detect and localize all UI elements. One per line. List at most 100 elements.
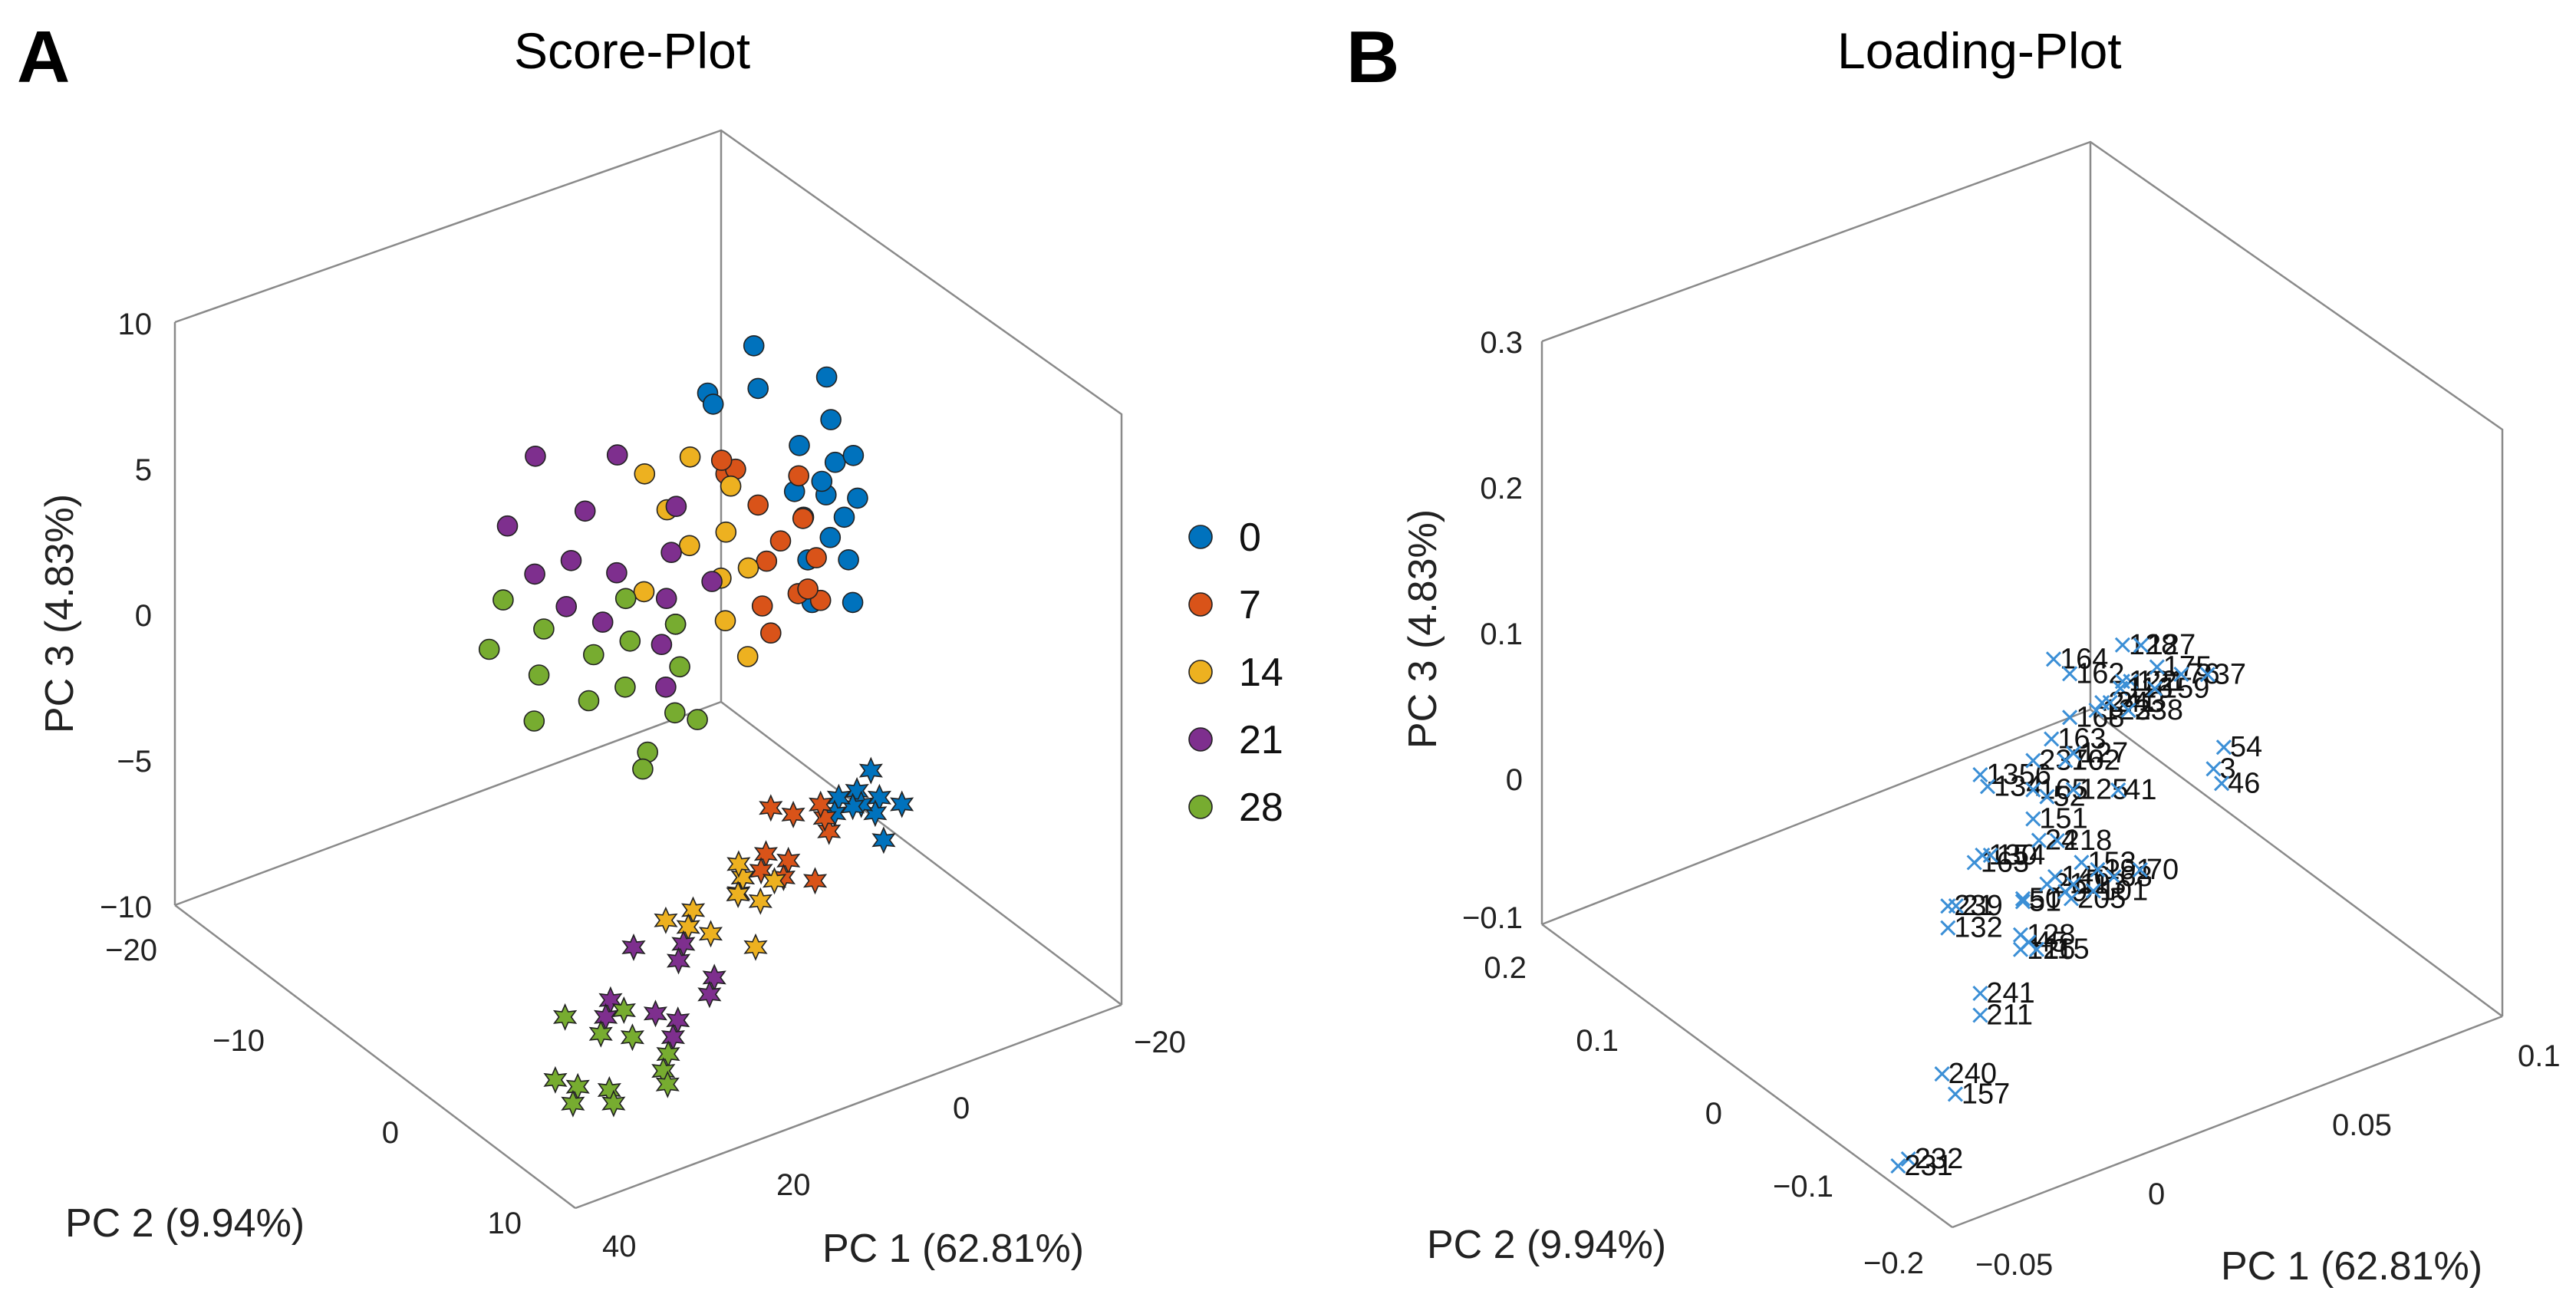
score-circle-7-2 [792,508,814,529]
loading-point-label-28: 127 [2080,737,2128,769]
loading-point-label-39: 211 [1986,999,2033,1032]
score-circle-28-14 [664,613,687,635]
loading-z-tick-0.2: 0.2 [1480,472,1523,505]
score-y-tick-0: 0 [382,1116,399,1150]
loading-x-mark-b-43 [2012,927,2029,943]
loading-y-tick-neg0.1: −0.1 [1773,1170,1833,1204]
score-circle-0-7 [789,434,810,456]
score-circle-7-7 [747,494,769,516]
score-star-28-8 [601,1089,626,1118]
score-circle-21-3 [651,634,673,656]
loading-point-label-56: 101 [2100,874,2148,907]
legend-label-14: 14 [1239,650,1283,695]
score-legend: 0 7 14 21 28 [1188,515,1283,830]
loading-point-label-53: 46 [2228,767,2260,799]
score-x-tick-neg20: −20 [1134,1026,1186,1059]
loading-x-mark-b-9 [2123,673,2139,690]
score-circle-7-9 [805,547,827,568]
score-star-28-0 [611,996,636,1024]
loading-point-label-32: 24 [2045,825,2077,857]
score-star-28-1 [620,1023,645,1052]
loading-plot: 0.3 0.2 0.1 0 −0.1 0.2 0.1 0 −0.1 −0.2 −… [1401,140,2561,1289]
loading-x-mark-b-45 [2021,934,2037,950]
score-circle-14-4 [679,446,701,468]
score-circle-0-17 [747,377,769,400]
loading-x-mark-b-53 [2214,775,2230,792]
legend-label-7: 7 [1239,583,1261,627]
loading-x-mark-b-7 [2044,731,2060,747]
score-star-28-10 [543,1065,568,1094]
score-circle-21-2 [665,496,687,518]
loading-y-tick-0.1: 0.1 [1576,1024,1619,1058]
loading-y-axis-line [1541,923,1953,1229]
loading-point-label-29: 37 [2214,658,2246,690]
score-star-7-4 [749,857,773,885]
loading-x-mark-b-24 [2120,702,2136,718]
loading-x-mark-b-13 [2113,680,2129,696]
loading-point-label-51: 54 [2230,731,2262,763]
score-circle-7-13 [710,449,733,471]
score-circle-0-16 [743,334,765,357]
score-x-tick-20: 20 [776,1168,811,1202]
score-star-14-7 [743,933,768,961]
loading-point-label-2: 128 [2129,629,2177,661]
loading-x-mark-b-1 [2062,666,2078,682]
legend-marker-21 [1188,727,1213,752]
score-circle-21-0 [660,542,682,564]
loading-point-label-15: 165 [2039,774,2087,806]
loading-z-tick-neg0.1: −0.1 [1462,901,1523,935]
loading-x-mark-b-34 [2014,891,2031,907]
score-circle-21-9 [606,444,628,466]
loading-z-tick-0: 0 [1506,763,1523,797]
score-star-14-8 [654,906,678,934]
loading-x-mark-b-4 [1972,766,1988,783]
loading-x-mark-b-49 [2063,891,2080,907]
loading-x-mark-b-35 [2014,894,2031,910]
legend-label-21: 21 [1239,718,1283,762]
loading-plot-title: Loading-Plot [1837,22,2122,79]
score-x-tick-40: 40 [602,1230,637,1263]
score-plot-title: Score-Plot [514,22,751,79]
loading-x-mark-b-41 [2047,868,2064,885]
panel-letter-a: A [17,16,71,98]
score-star-7-2 [817,817,842,845]
score-circle-0-0 [815,366,838,388]
loading-x-mark-b-38 [1972,985,1988,1002]
loading-point-label-7: 163 [2057,723,2106,755]
score-box-back [174,129,1123,1005]
loading-point-label-33: 218 [2064,825,2112,857]
score-circle-28-10 [528,664,550,686]
score-star-21-4 [702,963,726,992]
loading-x-mark-b-10 [2088,702,2104,719]
score-plot: 10 5 0 −5 −10 −20 −10 0 10 40 20 0 −20 P… [38,129,1283,1271]
score-circle-14-5 [678,535,700,557]
score-circle-28-4 [614,676,636,698]
loading-x-mark-b-2 [2114,637,2130,653]
loading-x-mark-b-50 [2090,861,2106,878]
score-circle-0-13 [842,591,864,614]
score-star-0-4 [858,756,883,785]
loading-z-tick-0.1: 0.1 [1480,617,1523,651]
score-star-21-1 [666,947,691,975]
score-circle-28-13 [492,589,514,611]
score-circle-28-2 [619,630,641,652]
legend-marker-28 [1188,795,1213,819]
loading-z-tick-0.3: 0.3 [1480,326,1523,360]
score-circle-0-19 [702,394,724,415]
score-star-7-1 [776,846,801,874]
score-circle-28-0 [669,656,690,678]
score-circle-0-11 [842,444,865,466]
score-star-28-4 [656,1040,680,1069]
score-y-tick-neg10: −10 [212,1024,265,1058]
loading-x-mark-b-28 [2065,745,2081,761]
loading-point-label-35: 51 [2029,886,2061,918]
score-circle-0-1 [820,409,842,430]
legend-label-28: 28 [1239,785,1283,830]
score-circle-28-5 [614,588,637,610]
score-xlabel: PC 1 (62.81%) [822,1227,1084,1271]
score-points [478,334,914,1118]
loading-x-mark-b-54 [2106,869,2122,885]
loading-point-label-58: 232 [1915,1143,1963,1175]
loading-point-label-34: 50 [2029,883,2061,915]
score-y-axis-line [174,904,576,1209]
